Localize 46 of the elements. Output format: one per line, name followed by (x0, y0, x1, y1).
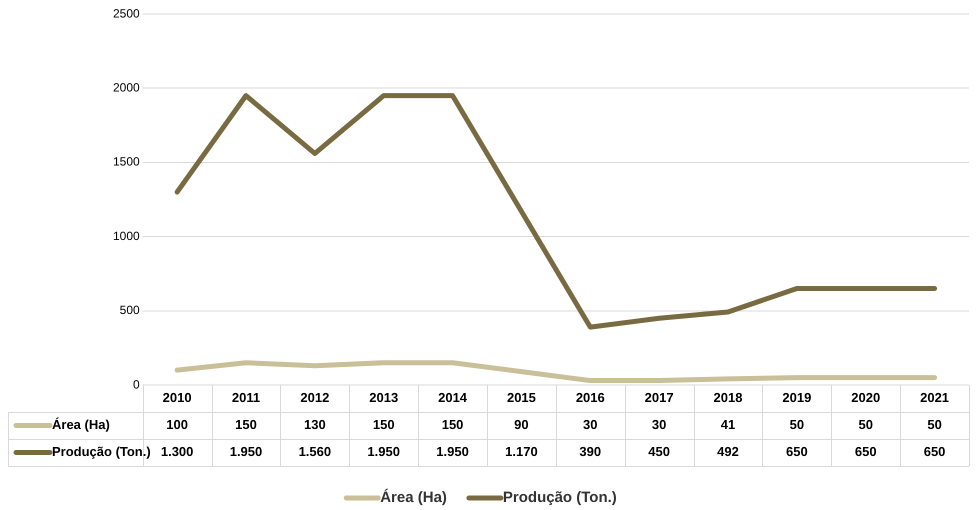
data-label: 50 (927, 417, 942, 432)
x-tick-label: 2019 (782, 390, 812, 406)
x-tick-label: 2014 (438, 390, 468, 406)
x-tick-label: 2020 (851, 390, 880, 406)
data-label: 1.950 (367, 444, 400, 460)
data-label: 150 (372, 417, 395, 432)
data-label: 492 (717, 444, 739, 460)
y-tick-label: 1500 (112, 154, 140, 169)
data-label: 650 (786, 444, 808, 460)
data-label: 30 (652, 417, 666, 432)
legend-label: Área (Ha) (52, 417, 110, 432)
x-tick-label: 2018 (714, 390, 742, 406)
text: Produção (Ton.) (502, 489, 617, 506)
x-tick-label: 2012 (300, 390, 330, 406)
data-label: 90 (514, 417, 529, 432)
x-tick-label: 2011 (232, 390, 260, 406)
x-tick-label: 2021 (920, 390, 950, 406)
x-tick-label: 2016 (576, 390, 605, 406)
legend-label: Produção (Ton.) (52, 444, 151, 460)
data-label: 650 (854, 444, 877, 460)
data-label: 50 (858, 417, 873, 432)
y-tick-label: 500 (120, 303, 140, 318)
text: Área (Ha) (380, 489, 447, 506)
data-label: 1.950 (436, 444, 469, 460)
data-label: 650 (924, 444, 946, 460)
data-label: 130 (304, 417, 326, 432)
data-label: 50 (790, 417, 804, 432)
y-tick-label: 2000 (112, 80, 140, 95)
data-label: 150 (235, 417, 257, 432)
data-label: 41 (720, 417, 736, 432)
data-label: 1.560 (298, 444, 332, 460)
data-label: 1.300 (160, 444, 194, 460)
y-tick-label: 2500 (112, 6, 140, 20)
data-label: 150 (442, 417, 464, 432)
data-label: 30 (583, 417, 598, 432)
data-label: 1.170 (505, 444, 538, 460)
data-label: 100 (166, 417, 188, 432)
y-tick-label: 0 (133, 377, 140, 392)
x-tick-label: 2017 (644, 390, 674, 406)
x-tick-label: 2015 (506, 390, 536, 406)
data-label: 1.950 (230, 444, 262, 460)
x-tick-label: 2010 (162, 390, 192, 406)
y-tick-label: 1000 (112, 228, 140, 243)
x-tick-label: 2013 (369, 390, 398, 406)
data-label: 450 (648, 444, 670, 460)
data-label: 390 (579, 444, 602, 460)
